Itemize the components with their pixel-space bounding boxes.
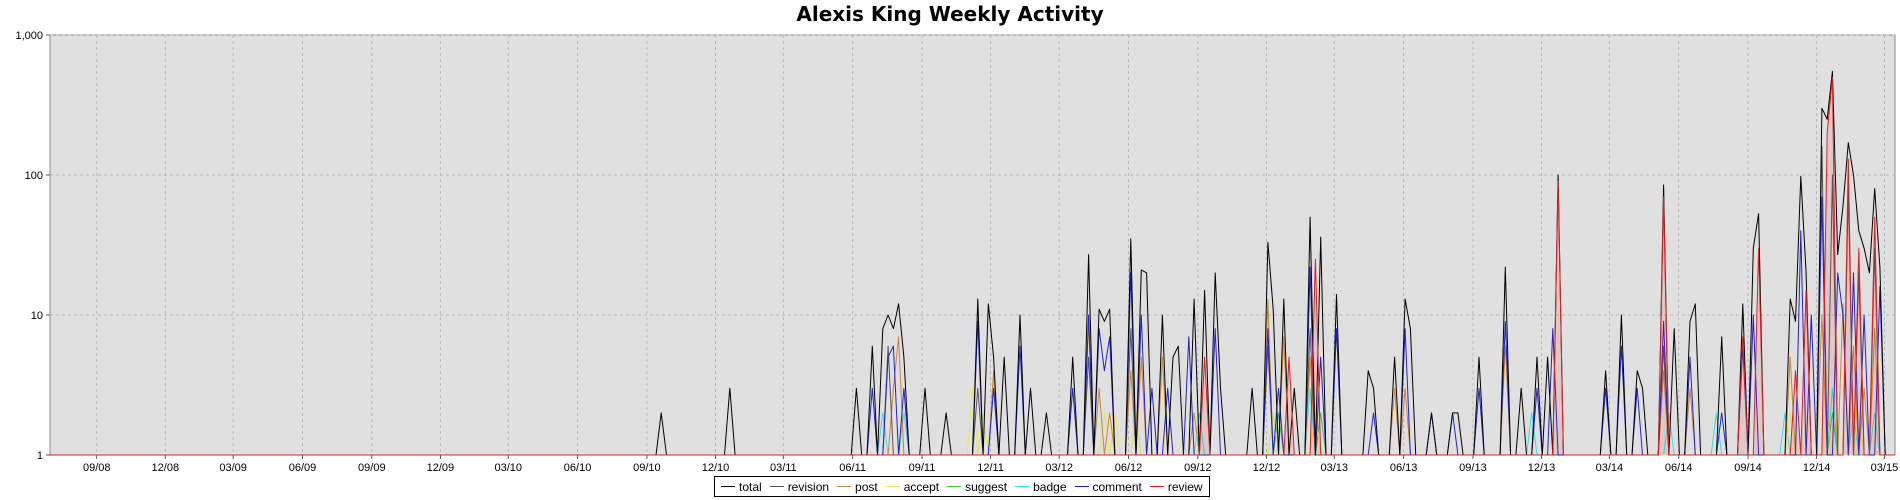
x-tick-label: 09/13	[1459, 462, 1487, 474]
legend-item-badge: badge	[1015, 479, 1067, 494]
x-tick-label: 12/13	[1528, 462, 1556, 474]
chart-title: Alexis King Weekly Activity	[796, 2, 1104, 26]
x-tick-label: 03/13	[1320, 462, 1348, 474]
series-line-suggest	[50, 412, 1895, 456]
legend-swatch	[1149, 486, 1164, 487]
x-tick-label: 03/12	[1045, 462, 1073, 474]
x-tick-label: 03/14	[1596, 462, 1624, 474]
x-tick-label: 06/14	[1665, 462, 1693, 474]
x-tick-label: 06/13	[1390, 462, 1418, 474]
legend-item-suggest: suggest	[947, 480, 1007, 494]
legend-swatch	[721, 486, 735, 487]
legend-item-post: post	[837, 480, 878, 494]
legend-label: comment	[1092, 479, 1142, 494]
legend-label: revision	[787, 479, 830, 494]
legend-swatch	[1015, 486, 1030, 487]
plot-background	[49, 34, 1896, 456]
axis-layer: 1 10 100 1,000 09/08 12/08 03/09 06/09 09/09 12/0…	[15, 30, 1898, 474]
legend-swatch	[885, 486, 900, 487]
y-tick-label: 1,000	[15, 30, 43, 42]
legend-swatch	[837, 486, 852, 487]
y-tick-label: 100	[25, 170, 43, 182]
legend-label: review	[1167, 479, 1203, 494]
y-tick-label: 1	[37, 450, 43, 462]
series-layer	[50, 70, 1895, 456]
x-tick-label: 12/08	[152, 462, 180, 474]
x-tick-label: 09/14	[1734, 462, 1762, 474]
legend-label: suggest	[965, 479, 1008, 494]
series-line-review	[50, 76, 1895, 456]
legend-swatch	[1074, 486, 1089, 487]
x-tick-label: 03/11	[770, 462, 797, 474]
series-line-comment	[50, 196, 1895, 456]
x-tick-label: 03/10	[494, 462, 522, 474]
legend-item-revision: revision	[769, 479, 830, 494]
legend: total revision post accept suggest badge comme…	[714, 476, 1210, 497]
x-tick-label: 12/09	[427, 462, 455, 474]
x-tick-label: 09/09	[358, 462, 386, 474]
x-tick-label: 06/11	[839, 462, 866, 474]
x-tick-label: 12/12	[1253, 462, 1281, 474]
x-tick-label: 12/10	[702, 462, 730, 474]
x-tick-label: 12/11	[977, 462, 1004, 474]
series-line-total	[50, 70, 1895, 456]
legend-label: post	[855, 479, 878, 494]
x-tick-label: 09/08	[83, 462, 111, 474]
x-tick-label: 06/12	[1115, 462, 1143, 474]
legend-item-accept: accept	[885, 479, 940, 494]
x-tick-label: 09/12	[1184, 462, 1212, 474]
legend-label: badge	[1033, 479, 1067, 494]
x-tick-label: 03/15	[1871, 462, 1899, 474]
legend-label: total	[739, 479, 762, 494]
legend-swatch	[947, 486, 962, 487]
x-tick-label: 06/10	[564, 462, 592, 474]
x-tick-label: 09/10	[633, 462, 661, 474]
x-tick-label: 12/14	[1803, 462, 1831, 474]
legend-swatch	[769, 486, 784, 487]
y-tick-label: 10	[31, 310, 43, 322]
legend-item-review: review	[1149, 479, 1203, 494]
legend-item-total: total	[721, 480, 762, 494]
legend-item-comment: comment	[1074, 479, 1142, 494]
x-tick-label: 06/09	[289, 462, 317, 474]
x-tick-label: 03/09	[219, 462, 247, 474]
legend-label: accept	[903, 479, 940, 494]
x-tick-label: 09/11	[909, 462, 936, 474]
